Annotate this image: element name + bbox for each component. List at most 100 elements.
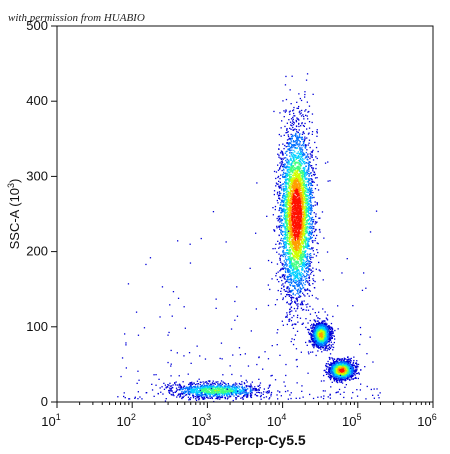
data-point bbox=[305, 226, 308, 228]
data-point bbox=[307, 199, 309, 201]
data-point bbox=[289, 195, 291, 197]
data-point bbox=[277, 271, 279, 273]
data-point bbox=[296, 142, 298, 145]
data-point bbox=[286, 150, 288, 152]
data-point bbox=[289, 254, 291, 256]
data-point bbox=[287, 240, 289, 242]
data-point bbox=[298, 232, 300, 234]
data-point bbox=[288, 243, 290, 245]
data-point bbox=[293, 196, 295, 198]
data-point bbox=[308, 121, 311, 123]
data-point bbox=[303, 300, 305, 302]
data-point bbox=[293, 237, 295, 239]
data-point bbox=[309, 199, 312, 201]
data-point bbox=[286, 258, 288, 261]
data-point bbox=[307, 207, 310, 209]
data-point bbox=[310, 217, 312, 219]
data-point bbox=[283, 188, 285, 190]
data-point bbox=[279, 187, 281, 189]
data-point bbox=[288, 203, 291, 205]
data-point bbox=[290, 168, 292, 170]
data-point bbox=[300, 288, 302, 291]
data-point bbox=[298, 174, 300, 176]
data-point bbox=[301, 256, 304, 258]
data-point bbox=[289, 221, 291, 224]
data-point bbox=[301, 278, 303, 280]
data-point bbox=[333, 335, 335, 337]
data-point bbox=[283, 201, 285, 203]
data-point bbox=[285, 238, 287, 240]
data-point bbox=[302, 231, 304, 233]
data-point bbox=[295, 180, 297, 182]
data-point bbox=[290, 267, 292, 269]
data-point bbox=[302, 265, 304, 267]
data-point bbox=[282, 195, 284, 197]
data-point bbox=[308, 238, 311, 240]
data-point bbox=[292, 267, 294, 269]
data-point bbox=[305, 174, 307, 176]
data-point bbox=[291, 310, 293, 312]
data-point bbox=[283, 157, 285, 159]
data-point bbox=[288, 149, 290, 152]
data-point bbox=[288, 233, 291, 235]
data-point bbox=[294, 197, 296, 199]
data-point bbox=[295, 147, 297, 150]
data-point bbox=[298, 156, 300, 158]
data-point bbox=[299, 243, 301, 246]
data-point bbox=[295, 250, 297, 252]
data-point bbox=[301, 236, 303, 238]
data-point bbox=[311, 207, 313, 209]
data-point bbox=[285, 98, 288, 101]
data-point bbox=[305, 197, 307, 200]
data-point bbox=[292, 171, 294, 173]
data-point bbox=[283, 217, 285, 220]
data-point bbox=[280, 293, 282, 295]
data-point bbox=[310, 237, 312, 239]
data-point bbox=[312, 308, 314, 310]
data-point bbox=[287, 186, 290, 189]
data-point bbox=[279, 152, 282, 154]
data-point bbox=[303, 172, 305, 174]
data-point bbox=[293, 248, 295, 250]
data-point bbox=[292, 274, 294, 276]
data-point bbox=[281, 268, 283, 270]
data-point bbox=[279, 112, 281, 114]
data-point bbox=[280, 239, 282, 241]
data-point bbox=[308, 200, 310, 202]
data-point bbox=[310, 258, 312, 260]
data-point bbox=[306, 238, 308, 240]
data-point bbox=[305, 231, 307, 233]
data-point bbox=[285, 157, 287, 159]
data-point bbox=[279, 258, 281, 260]
data-point bbox=[296, 271, 298, 273]
data-point bbox=[300, 150, 302, 153]
data-point bbox=[282, 275, 284, 277]
data-point bbox=[300, 153, 302, 155]
data-point bbox=[300, 220, 302, 222]
data-point bbox=[298, 123, 300, 125]
data-point bbox=[302, 223, 304, 225]
data-point bbox=[284, 111, 286, 113]
data-point bbox=[302, 282, 305, 284]
data-point bbox=[295, 196, 298, 198]
data-point bbox=[294, 166, 296, 169]
data-point bbox=[309, 205, 311, 208]
data-point bbox=[306, 101, 308, 103]
data-point bbox=[297, 303, 299, 305]
data-point bbox=[301, 159, 303, 161]
data-point bbox=[287, 190, 290, 192]
data-point bbox=[288, 207, 290, 209]
data-point bbox=[302, 174, 304, 176]
data-point bbox=[306, 243, 309, 245]
data-point bbox=[285, 146, 287, 148]
data-point bbox=[294, 192, 296, 194]
data-point bbox=[294, 200, 296, 202]
data-point bbox=[292, 224, 295, 226]
data-point bbox=[293, 155, 295, 157]
data-point bbox=[298, 129, 300, 131]
data-point bbox=[285, 167, 287, 169]
data-point bbox=[308, 183, 310, 186]
data-point bbox=[293, 177, 296, 179]
data-point bbox=[287, 287, 289, 289]
data-point bbox=[295, 237, 297, 240]
